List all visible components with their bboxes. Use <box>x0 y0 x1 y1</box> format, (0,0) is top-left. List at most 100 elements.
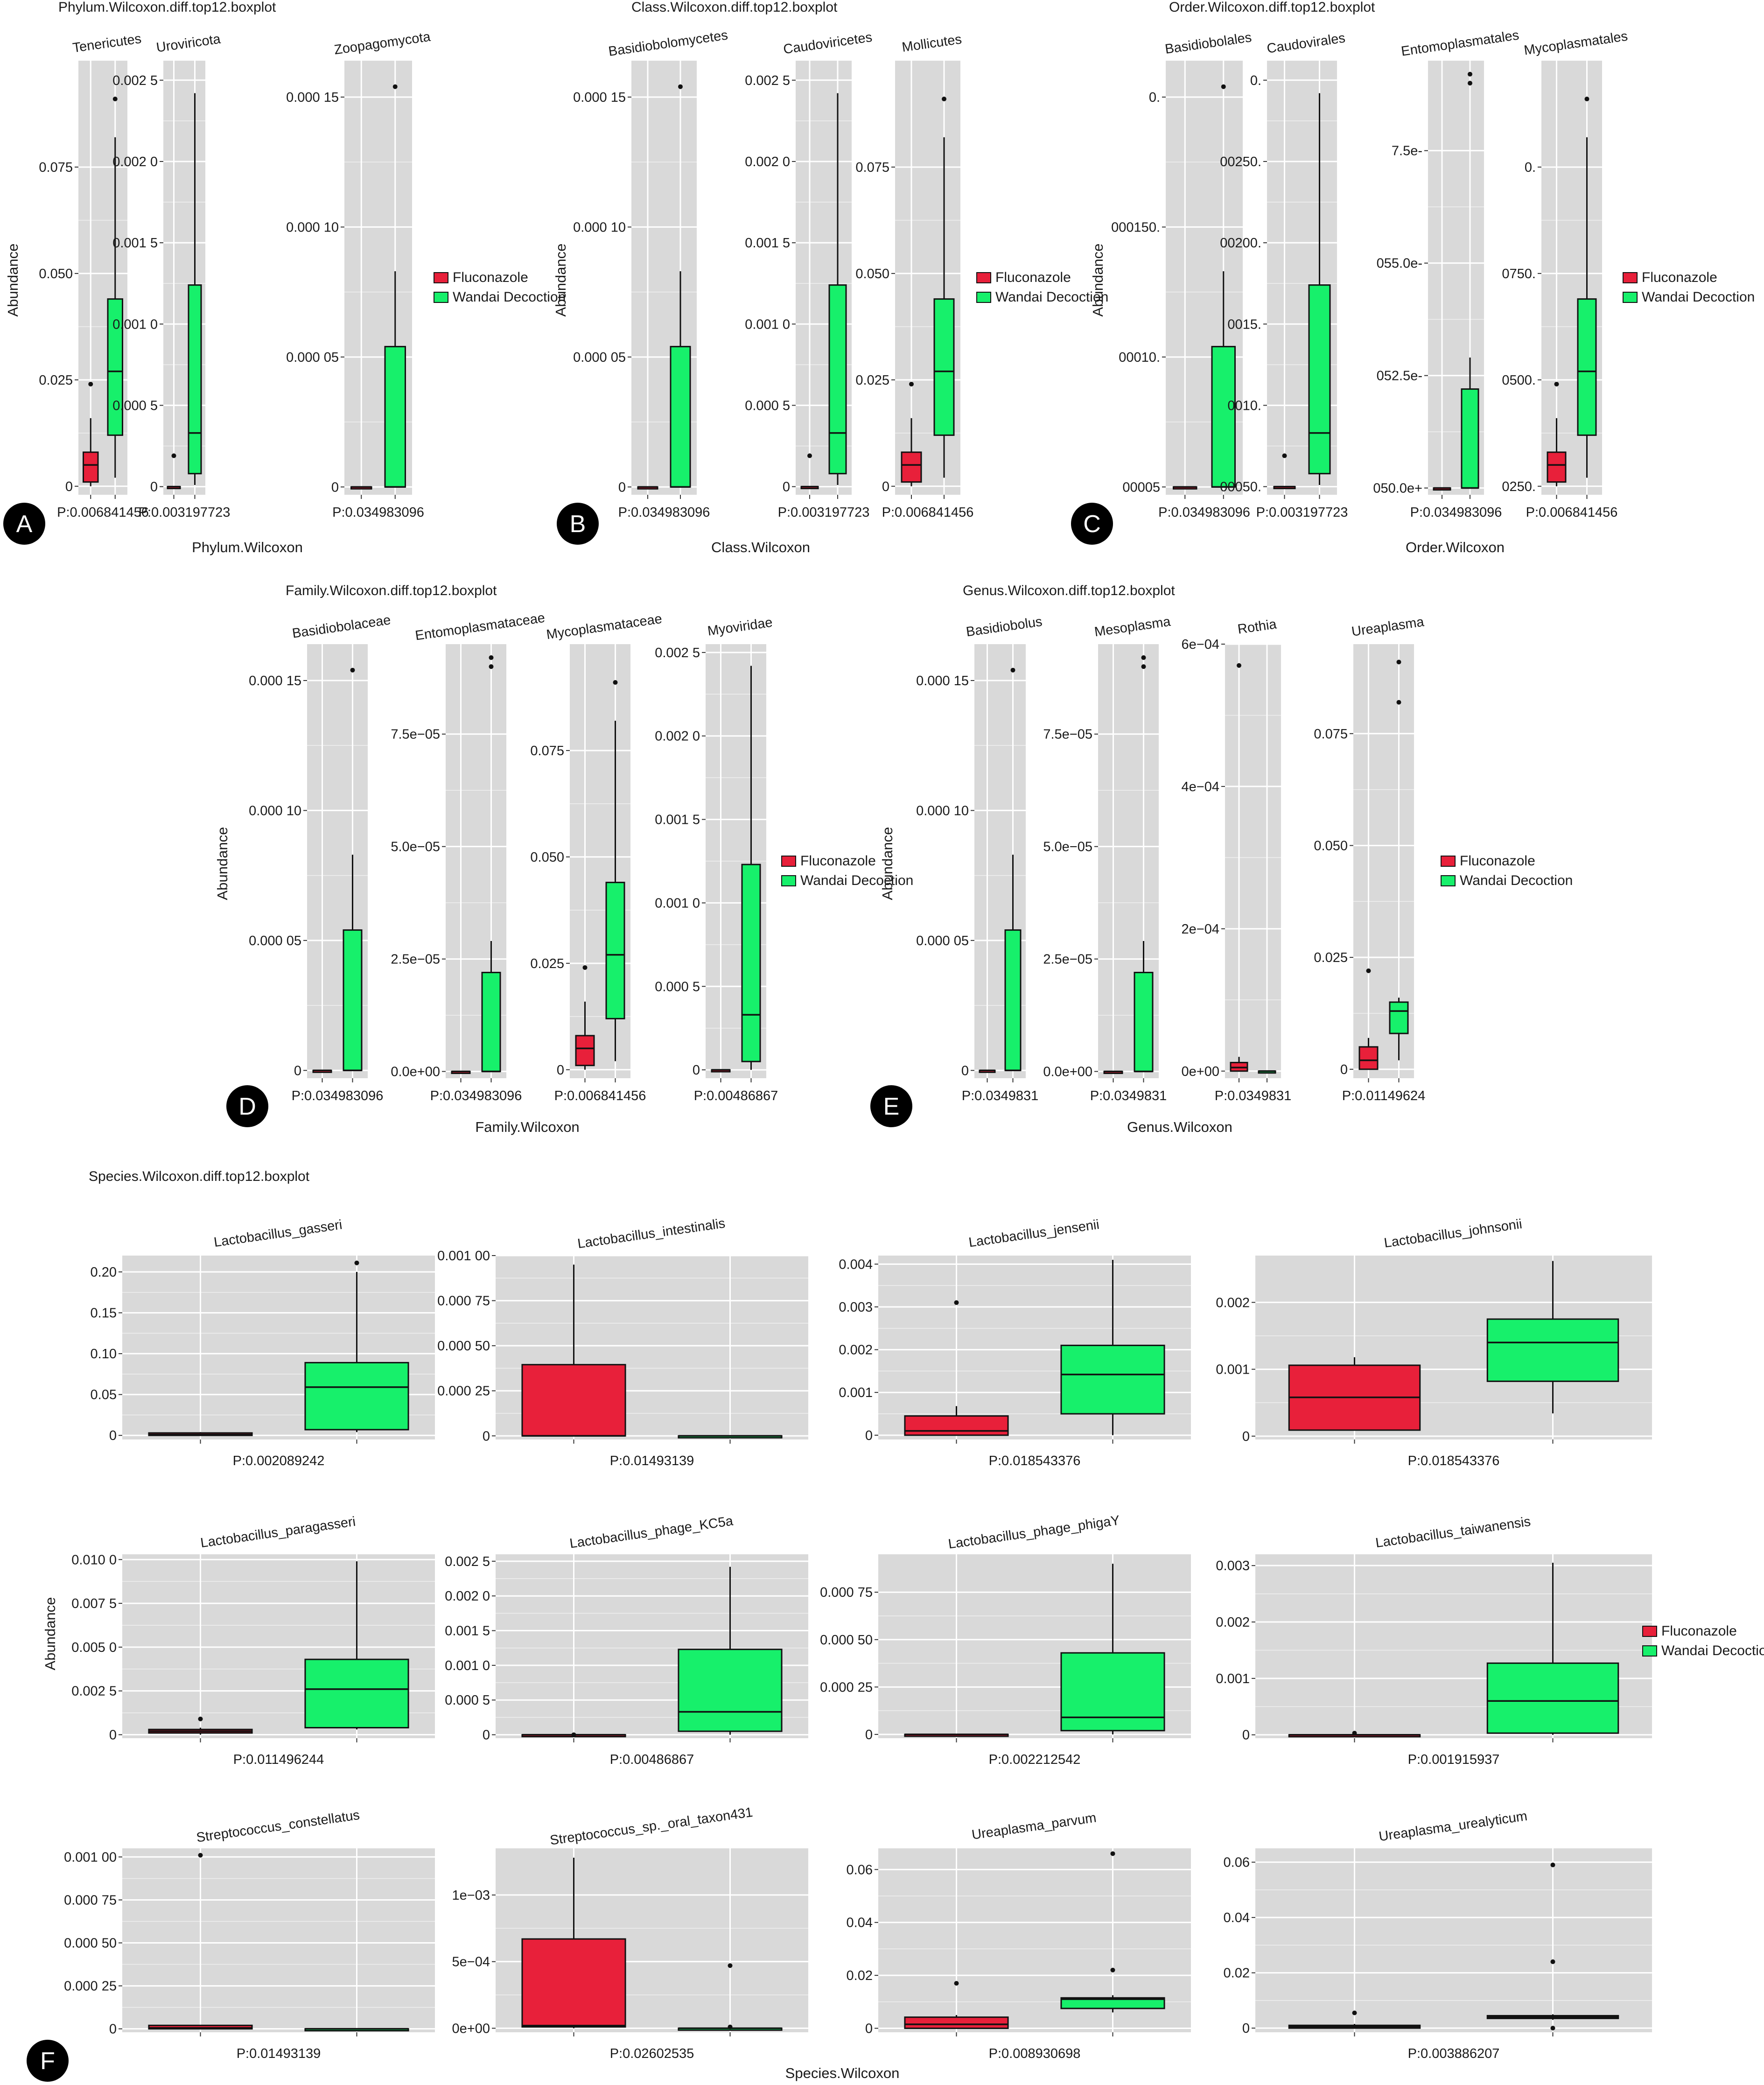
y-tick-label: 0.000 05 <box>249 934 301 948</box>
y-tick-label: 0.000 5 <box>655 979 700 994</box>
p-value-label: P:0.001915937 <box>1408 1752 1500 1767</box>
wandai-outlier <box>1468 71 1472 77</box>
wandai-box <box>1004 929 1022 1071</box>
panel-strip-label: Myoviridae <box>707 615 773 639</box>
badge-letter: A <box>16 511 33 538</box>
y-tick-label: 00200. <box>1220 236 1261 251</box>
y-tick-label: 0.025 <box>855 373 889 388</box>
wandai-box <box>1134 972 1154 1073</box>
wandai-outlier <box>489 655 494 660</box>
y-tick-label: 0.000 15 <box>286 90 339 105</box>
y-tick-label: 0 <box>865 2021 873 2036</box>
panel-strip-label: Basidiobolaceae <box>291 612 392 641</box>
wandai-box <box>481 972 501 1073</box>
y-tick-label: 0 <box>150 480 158 495</box>
legend: Fluconazole Wandai Decoction <box>1441 853 1573 888</box>
y-tick-label: 0.000 5 <box>745 398 790 413</box>
fluconazole-box <box>1547 451 1567 483</box>
p-value-label: P:0.00486867 <box>694 1088 778 1103</box>
wandai-box <box>933 298 955 436</box>
y-tick-label: 0010. <box>1227 398 1261 413</box>
badge-letter: B <box>570 511 586 538</box>
wandai-box <box>1577 298 1597 436</box>
panel-background <box>122 1848 435 2032</box>
panel-basidiobolales: 00005 00010. 000150. 0. Basidiobolales P:0.03… <box>1111 30 1253 520</box>
p-value-label: P:0.034983096 <box>332 505 424 520</box>
panel-strip-label: Entomoplasmataceae <box>414 611 546 644</box>
p-value-label: P:0.006841456 <box>554 1088 646 1103</box>
fluconazole-outlier <box>1352 2010 1357 2015</box>
panel-strip-label: Caudovirales <box>1266 30 1346 56</box>
wandai-outlier <box>1141 655 1146 660</box>
p-value-label: P:0.0349831 <box>1215 1088 1291 1103</box>
y-tick-label: 0.002 5 <box>445 1554 490 1569</box>
y-tick-label: 0.000 15 <box>573 90 626 105</box>
badge-circle <box>226 1085 268 1127</box>
wandai-outlier <box>613 680 618 685</box>
y-tick-label: 0.002 5 <box>655 646 700 660</box>
panel-strip-label: Zoopagomycota <box>333 29 432 58</box>
figure-title: Genus.Wilcoxon.diff.top12.boxplot <box>963 583 1175 598</box>
y-tick-label: 0.10 <box>91 1347 117 1362</box>
panel-strip-label: Ureaplasma <box>1351 614 1425 639</box>
y-tick-label: 0.001 5 <box>445 1624 490 1639</box>
y-tick-label: 0. <box>1149 90 1160 105</box>
badge-letter: C <box>1083 511 1101 538</box>
panel-lactobacillus-gasseri: 0 0.05 0.10 0.15 0.20 Lactobacillus_gasseri P:… <box>91 1217 435 1468</box>
fluconazole-outlier <box>198 1853 203 1858</box>
y-tick-label: 0 <box>483 1728 490 1743</box>
fluconazole-outlier <box>582 965 588 970</box>
y-tick-label: 5e−04 <box>452 1955 490 1970</box>
y-tick-label: 0.000 50 <box>64 1936 117 1951</box>
wandai-outlier <box>1468 81 1472 86</box>
wandai-box <box>741 863 761 1062</box>
x-axis-label: Family.Wilcoxon <box>475 1119 579 1135</box>
panel-badge-f: F <box>27 2040 69 2082</box>
panel-uroviricota: 0 0.000 5 0.001 0 0.001 5 0.002 0 0.002 5 Urov… <box>112 31 230 520</box>
y-tick-label: 0.000 15 <box>916 674 969 688</box>
p-value-label: P:0.003197723 <box>139 505 231 520</box>
p-value-label: P:0.006841456 <box>882 505 974 520</box>
y-tick-label: 0.050 <box>855 267 889 281</box>
y-tick-label: 00010. <box>1119 350 1160 365</box>
wandai-outlier <box>354 1260 359 1265</box>
panel-strip-label: Lactobacillus_intestinalis <box>576 1216 726 1251</box>
y-tick-label: 0.002 <box>1216 1615 1250 1630</box>
wandai-outlier <box>1396 660 1401 665</box>
panel-mesoplasma: 0.0e+00 2.5e−05 5.0e−05 7.5e−05 Mesoplasma P:… <box>1043 614 1172 1103</box>
panel-basidiobolomycetes: 0 0.000 05 0.000 10 0.000 15 Basidiobolomyce… <box>573 28 729 520</box>
legend-key-fluconazole <box>976 272 991 283</box>
wandai-box <box>1211 346 1236 488</box>
figure-title: Phylum.Wilcoxon.diff.top12.boxplot <box>58 0 276 15</box>
y-tick-label: 0.002 5 <box>112 73 158 88</box>
panel-strip-label: Mycoplasmataceae <box>546 611 663 642</box>
y-tick-label: 0.025 <box>530 956 564 971</box>
wandai-outlier <box>392 84 398 89</box>
legend: Fluconazole Wandai Decoction <box>781 853 913 888</box>
p-value-label: P:0.01149624 <box>1342 1088 1425 1103</box>
y-tick-label: 0. <box>1250 73 1261 88</box>
wandai-box <box>1060 1652 1165 1732</box>
panel-strip-label: Mesoplasma <box>1093 614 1172 640</box>
y-tick-label: 0 <box>882 479 889 494</box>
y-tick-label: 0.000 75 <box>64 1893 117 1908</box>
p-value-label: P:0.011496244 <box>233 1752 324 1767</box>
panel-ureaplasma-urealyticum: 0 0.02 0.04 0.06 Ureaplasma_urealyticum P:0.0… <box>1224 1809 1652 2061</box>
badge-circle <box>870 1085 912 1127</box>
panel-strip-label: Lactobacillus_johnsonii <box>1383 1216 1523 1250</box>
p-value-label: P:0.0349831 <box>962 1088 1038 1103</box>
fluconazole-outlier <box>198 1716 203 1721</box>
legend: Fluconazole Wandai Decoction <box>976 270 1108 305</box>
legend-label: Wandai Decoction <box>800 873 913 888</box>
y-tick-label: 0.000 25 <box>820 1680 873 1695</box>
y-tick-label: 0.002 5 <box>71 1684 117 1699</box>
y-tick-label: 5.0e−05 <box>1043 840 1092 855</box>
y-tick-label: 0.000 05 <box>286 350 339 365</box>
wandai-box <box>1060 1344 1165 1415</box>
y-tick-label: 0.04 <box>847 1916 873 1931</box>
badge-circle <box>557 503 599 545</box>
x-axis-label: Phylum.Wilcoxon <box>192 539 303 555</box>
p-value-label: P:0.034983096 <box>430 1088 522 1103</box>
panel-strip-label: Tenericutes <box>72 31 142 56</box>
